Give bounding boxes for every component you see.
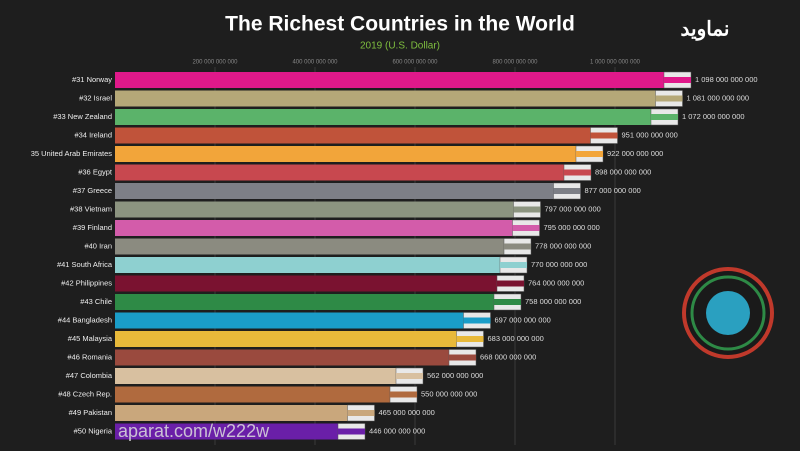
value-label: 1 081 000 000 000 — [687, 93, 750, 102]
y-tick-label: #32 Israel — [79, 93, 112, 102]
flag-band — [655, 95, 683, 102]
bar — [115, 275, 497, 292]
value-label: 877 000 000 000 — [585, 186, 641, 195]
bar — [115, 146, 576, 162]
flag-band — [553, 188, 581, 194]
y-tick-label: #37 Greece — [73, 186, 112, 195]
value-label: 446 000 000 000 — [369, 426, 425, 435]
value-label: 1 098 000 000 000 — [695, 75, 758, 84]
y-tick-label: #47 Colombia — [66, 371, 113, 380]
y-tick-label: #42 Philippines — [61, 278, 112, 287]
value-label: 465 000 000 000 — [379, 408, 435, 417]
flag-band — [500, 262, 527, 268]
value-label: 697 000 000 000 — [495, 315, 551, 324]
flag-band — [504, 243, 531, 250]
y-tick-label: #39 Finland — [73, 223, 112, 232]
value-label: 922 000 000 000 — [607, 149, 663, 158]
flag-band — [664, 77, 691, 83]
flag-band — [564, 169, 591, 176]
x-tick-label: 1 000 000 000 000 — [590, 60, 641, 66]
y-tick-label: 35 United Arab Emirates — [31, 149, 113, 158]
bar — [115, 220, 513, 236]
bar — [115, 164, 564, 181]
x-tick-label: 800 000 000 000 — [492, 60, 538, 66]
bar — [115, 312, 464, 329]
flag-band — [338, 428, 365, 435]
flag-band — [463, 317, 491, 324]
y-tick-label: #36 Egypt — [78, 167, 113, 176]
y-tick-label: #46 Romania — [67, 352, 112, 361]
logo-emblem — [682, 267, 774, 359]
y-tick-label: #41 South Africa — [57, 260, 113, 269]
chart-title: The Richest Countries in the World — [225, 13, 575, 36]
flag-band — [449, 354, 476, 361]
y-tick-label: #44 Bangladesh — [58, 315, 112, 324]
flag-band — [347, 410, 375, 416]
bar — [115, 386, 390, 403]
y-tick-label: #50 Nigeria — [74, 426, 113, 435]
value-label: 550 000 000 000 — [421, 389, 477, 398]
bar — [115, 257, 500, 273]
y-tick-label: #40 Iran — [84, 241, 112, 250]
y-tick-label: #33 New Zealand — [53, 112, 112, 121]
flag-band — [651, 114, 678, 120]
bar — [115, 368, 396, 384]
flag-band — [456, 336, 484, 342]
value-label: 758 000 000 000 — [525, 297, 581, 306]
value-label: 1 072 000 000 000 — [682, 112, 745, 121]
bar — [115, 72, 664, 88]
value-label: 683 000 000 000 — [488, 334, 544, 343]
value-label: 898 000 000 000 — [595, 167, 651, 176]
flag-band — [576, 151, 603, 157]
y-tick-label: #38 Vietnam — [70, 204, 112, 213]
value-label: 770 000 000 000 — [531, 260, 587, 269]
bar — [115, 127, 591, 144]
y-tick-label: #48 Czech Rep. — [58, 389, 112, 398]
value-label: 764 000 000 000 — [528, 278, 584, 287]
bar — [115, 294, 494, 310]
bar — [115, 201, 514, 218]
y-tick-label: #43 Chile — [80, 297, 112, 306]
value-label: 562 000 000 000 — [427, 371, 483, 380]
flag-band — [396, 373, 423, 379]
x-tick-label: 600 000 000 000 — [392, 60, 438, 66]
bar — [115, 90, 656, 107]
flag-band — [497, 280, 524, 287]
x-tick-label: 200 000 000 000 — [192, 60, 238, 66]
value-label: 951 000 000 000 — [622, 130, 678, 139]
bar — [115, 405, 348, 421]
chart-subtitle: 2019 (U.S. Dollar) — [360, 41, 440, 52]
flag-band — [494, 299, 521, 305]
flag-band — [590, 132, 618, 139]
y-tick-label: #34 Ireland — [74, 130, 112, 139]
bar — [115, 238, 504, 255]
bar — [115, 109, 651, 125]
logo: نماوید — [681, 18, 730, 41]
x-tick-label: 400 000 000 000 — [292, 60, 338, 66]
bar — [115, 423, 338, 440]
y-tick-label: #45 Malaysia — [68, 334, 113, 343]
value-label: 795 000 000 000 — [544, 223, 600, 232]
value-label: 778 000 000 000 — [535, 241, 591, 250]
flag-band — [513, 206, 541, 213]
bar — [115, 349, 449, 366]
bar — [115, 183, 554, 199]
y-tick-label: #49 Pakistan — [69, 408, 112, 417]
value-label: 668 000 000 000 — [480, 352, 536, 361]
value-label: 797 000 000 000 — [545, 204, 601, 213]
watermark: aparat.com/w222w — [118, 421, 270, 441]
bar — [115, 331, 457, 347]
flag-band — [512, 225, 540, 231]
flag-band — [390, 391, 417, 398]
y-tick-label: #31 Norway — [72, 75, 112, 84]
